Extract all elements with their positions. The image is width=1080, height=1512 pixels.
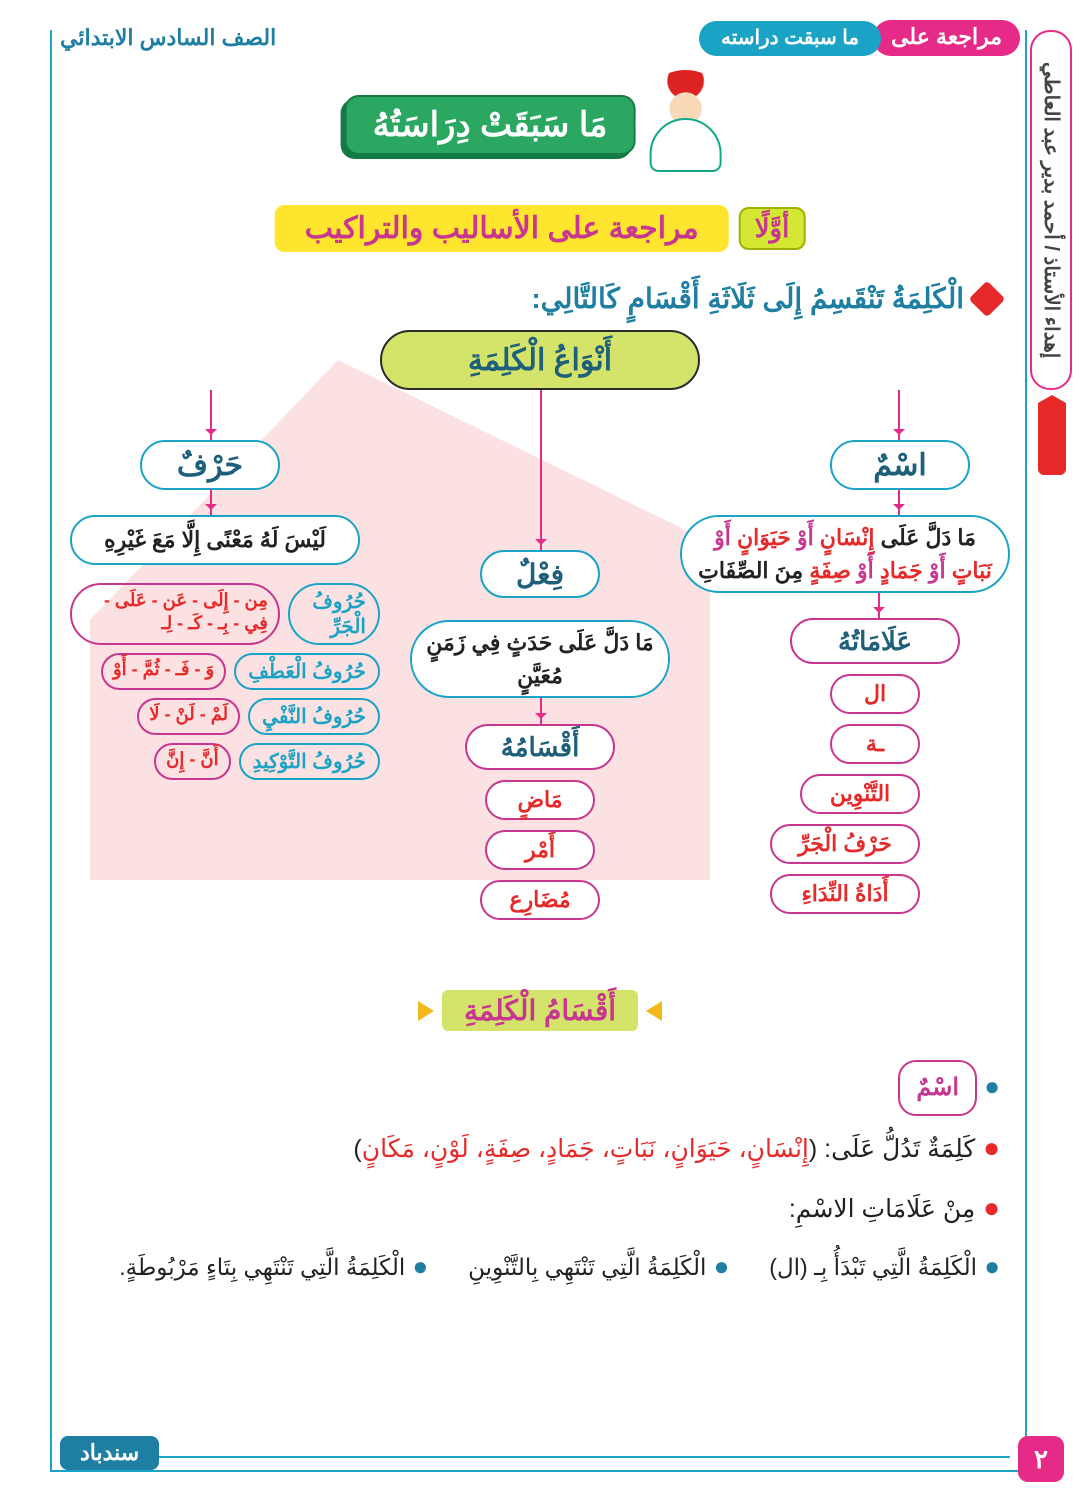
arrow-icon bbox=[540, 698, 542, 724]
triangle-icon bbox=[418, 1001, 434, 1021]
harf-row: حُرُوفُ التَّوْكِيدِ أَنَّ - إِنَّ bbox=[70, 743, 380, 780]
footer-line bbox=[60, 1456, 1010, 1458]
brand-label: سندباد bbox=[60, 1436, 159, 1470]
harf-row: حُرُوفُ النَّفْيِ لَمْ - لَنْ - لَا bbox=[70, 698, 380, 735]
node-signs: عَلَامَاتُهُ bbox=[790, 618, 960, 664]
sign-item: التَّنْوِين bbox=[800, 774, 920, 814]
arrow-icon bbox=[540, 390, 542, 550]
harf-row: حُرُوفُ الْعَطْفِ وَ - فَـ - ثُمَّ - أَو… bbox=[70, 653, 380, 690]
ism-signs-list: ال ـة التَّنْوِين حَرْفُ الْجَرِّ أَدَاة… bbox=[770, 674, 920, 914]
arrow-icon bbox=[878, 593, 880, 618]
harf-type: حُرُوفُ الْعَطْفِ bbox=[234, 653, 380, 690]
intro: الْكَلِمَةُ تَنْقَسِمُ إِلَى ثَلَاثَةِ أ… bbox=[531, 282, 1000, 315]
word-types-diagram: أَنْوَاعُ الْكَلِمَةِ اسْمٌ حَرْفٌ فِعْل… bbox=[70, 330, 1010, 970]
triangle-icon bbox=[646, 1001, 662, 1021]
harf-type: حُرُوفُ الْجَرِّ bbox=[288, 583, 380, 645]
sign-item: أَدَاةُ النِّدَاءِ bbox=[770, 874, 920, 914]
fil-parts-list: مَاضٍ أَمْر مُضَارِع bbox=[480, 780, 600, 920]
ism-heading: ● اسْمٌ bbox=[80, 1060, 1000, 1116]
character-icon bbox=[635, 70, 735, 180]
harf-examples: وَ - فَـ - ثُمَّ - أَوْ bbox=[101, 653, 226, 690]
pill-previous: ما سبقت دراسته bbox=[699, 21, 881, 56]
side-credit: إهداء الأستاذ / أحمد بدير عبد العاطي bbox=[1030, 30, 1072, 390]
node-ism-def: مَا دَلَّ عَلَى إِنْسَانٍ أَوْ حَيَوَانٍ… bbox=[680, 515, 1010, 593]
page-number: ٢ bbox=[1018, 1436, 1064, 1482]
harf-examples: أَنَّ - إِنَّ bbox=[154, 743, 230, 780]
harf-examples: مِن - إِلَى - عَن - عَلَى - فِي - بِـ - … bbox=[70, 583, 280, 645]
pencil-icon bbox=[1038, 395, 1066, 475]
harf-examples: لَمْ - لَنْ - لَا bbox=[137, 698, 240, 735]
section-title: مراجعة على الأساليب والتراكيب bbox=[275, 205, 729, 252]
title-banner: مَا سَبَقَتْ دِرَاسَتُهُ bbox=[345, 70, 736, 180]
node-root: أَنْوَاعُ الْكَلِمَةِ bbox=[380, 330, 700, 390]
signs-bullets: ● الْكَلِمَةُ الَّتِي تَبْدَأُ بِـ (ال) … bbox=[80, 1240, 1000, 1292]
part-item: أَمْر bbox=[485, 830, 595, 870]
node-ism: اسْمٌ bbox=[830, 440, 970, 490]
harf-rows: حُرُوفُ الْجَرِّ مِن - إِلَى - عَن - عَل… bbox=[70, 575, 380, 780]
part-item: مَاضٍ bbox=[485, 780, 595, 820]
diamond-icon bbox=[969, 280, 1006, 317]
part-item: مُضَارِع bbox=[480, 880, 600, 920]
arrow-icon bbox=[210, 490, 212, 515]
node-parts: أَقْسَامُهُ bbox=[465, 724, 615, 770]
node-fil-def: مَا دَلَّ عَلَى حَدَثٍ فِي زَمَنٍ مُعَيَ… bbox=[410, 620, 670, 698]
arrow-icon bbox=[210, 390, 212, 440]
first-badge: أوَّلًا bbox=[739, 207, 806, 250]
sign-item: ـة bbox=[830, 724, 920, 764]
grade-label: الصف السادس الابتدائي bbox=[60, 25, 276, 51]
intro-text: الْكَلِمَةُ تَنْقَسِمُ إِلَى ثَلَاثَةِ أ… bbox=[531, 282, 964, 315]
node-harf-def: لَيْسَ لَهُ مَعْنًى إِلَّا مَعَ غَيْرِهِ bbox=[70, 515, 360, 565]
signs-intro: ● مِنْ عَلَامَاتِ الاسْمِ: bbox=[80, 1180, 1000, 1236]
arrow-icon bbox=[898, 390, 900, 440]
main-title: مَا سَبَقَتْ دِرَاسَتُهُ bbox=[345, 95, 636, 155]
section-header: أوَّلًا مراجعة على الأساليب والتراكيب bbox=[275, 205, 806, 252]
harf-row: حُرُوفُ الْجَرِّ مِن - إِلَى - عَن - عَل… bbox=[70, 583, 380, 645]
subsection-title: أَقْسَامُ الْكَلِمَةِ bbox=[418, 990, 662, 1031]
sign-item: حَرْفُ الْجَرِّ bbox=[770, 824, 920, 864]
harf-type: حُرُوفُ التَّوْكِيدِ bbox=[239, 743, 380, 780]
definition-line: ● كَلِمَةٌ تَدُلُّ عَلَى: (إِنْسَانٍ، حَ… bbox=[80, 1120, 1000, 1176]
node-harf: حَرْفٌ bbox=[140, 440, 280, 490]
subsection-text: أَقْسَامُ الْكَلِمَةِ bbox=[442, 990, 638, 1031]
top-bar: مراجعة على ما سبقت دراسته الصف السادس ال… bbox=[60, 18, 1020, 58]
pill-review: مراجعة على bbox=[873, 20, 1020, 56]
harf-type: حُرُوفُ النَّفْيِ bbox=[248, 698, 380, 735]
sign-item: ال bbox=[830, 674, 920, 714]
node-fil: فِعْلٌ bbox=[480, 550, 600, 598]
arrow-icon bbox=[898, 490, 900, 515]
